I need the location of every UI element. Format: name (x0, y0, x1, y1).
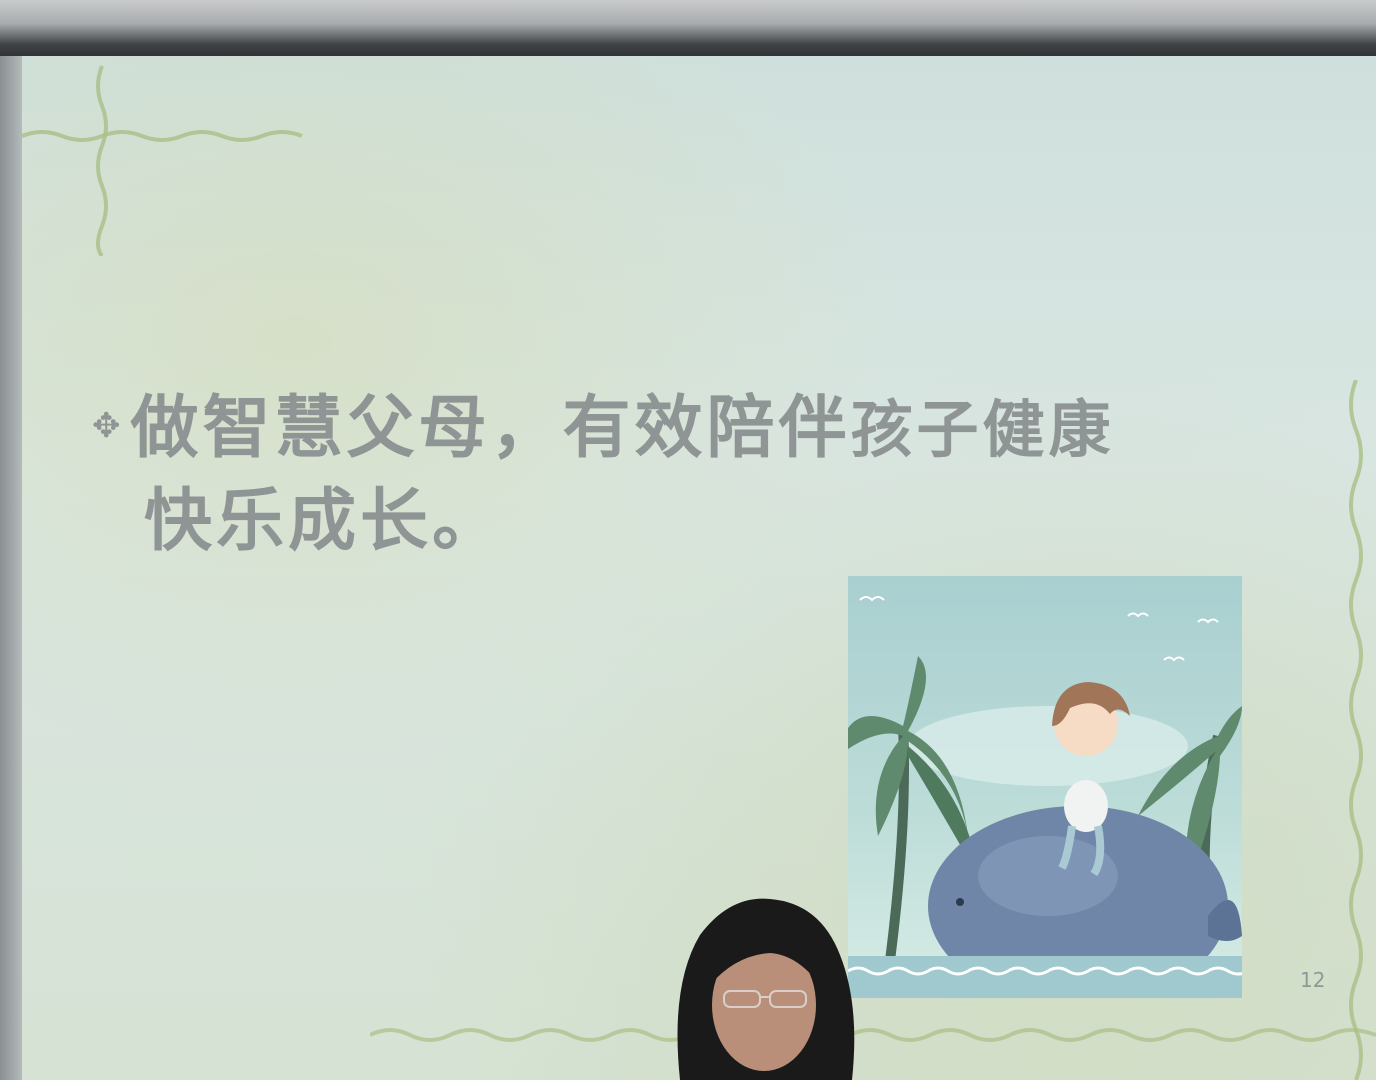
screen-left-edge (0, 56, 24, 1080)
slide-text-line1-main: 做智慧父母，有效陪伴 (130, 389, 851, 468)
projector-top-frame (0, 0, 1376, 62)
bullet-diamond-icon: ✥ (92, 406, 125, 447)
decorative-vine-right (1349, 380, 1363, 1080)
slide-bullet-text: ✥做智慧父母，有效陪伴孩子健康 快乐成长。 (92, 384, 1292, 567)
slide-text-line2: 快乐成长。 (144, 482, 505, 562)
decorative-vine-top-left (22, 65, 303, 256)
slide-illustration (848, 576, 1242, 998)
presenter-silhouette (677, 898, 855, 1080)
slide-text-line1-tail: 孩子健康 (850, 393, 1115, 466)
slide-page-number: 12 (1300, 968, 1326, 992)
decorative-vine-bottom (370, 1028, 1376, 1042)
child-on-whale-illustration (848, 596, 1242, 998)
